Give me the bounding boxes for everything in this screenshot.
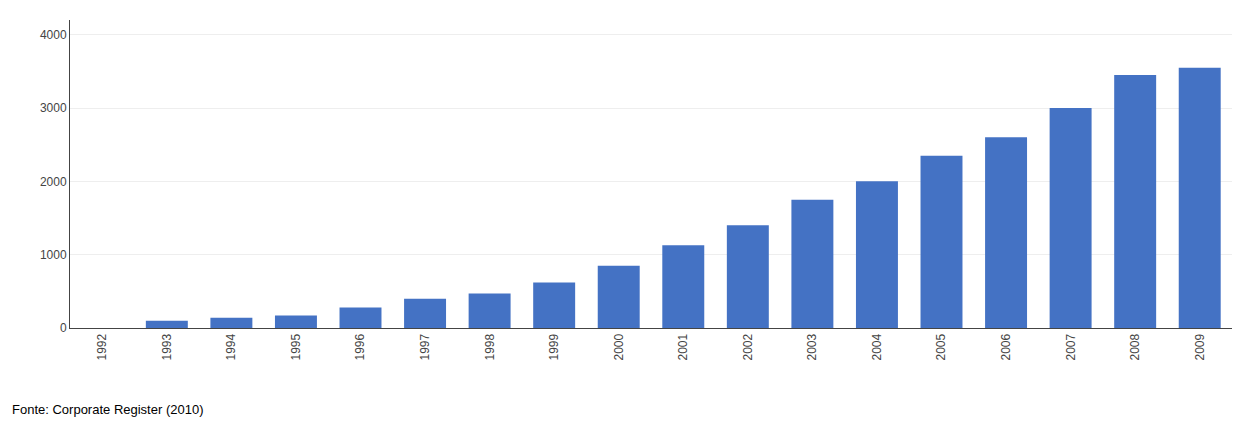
- svg-text:2002: 2002: [741, 333, 755, 360]
- svg-text:1997: 1997: [418, 333, 432, 360]
- svg-text:4000: 4000: [40, 28, 67, 42]
- svg-text:1000: 1000: [40, 248, 67, 262]
- svg-text:2000: 2000: [40, 175, 67, 189]
- svg-text:1993: 1993: [160, 333, 174, 360]
- svg-text:1996: 1996: [353, 333, 367, 360]
- svg-text:3000: 3000: [40, 101, 67, 115]
- svg-text:1999: 1999: [547, 333, 561, 360]
- svg-text:2000: 2000: [612, 333, 626, 360]
- svg-text:2005: 2005: [934, 333, 948, 360]
- svg-text:2001: 2001: [676, 333, 690, 360]
- svg-text:Fonte: Corporate Register (201: Fonte: Corporate Register (2010): [12, 402, 203, 417]
- svg-text:1995: 1995: [289, 333, 303, 360]
- svg-text:2003: 2003: [805, 333, 819, 360]
- svg-text:2006: 2006: [999, 333, 1013, 360]
- svg-text:1994: 1994: [224, 333, 238, 360]
- svg-text:0: 0: [60, 321, 67, 335]
- svg-text:2008: 2008: [1128, 333, 1142, 360]
- svg-text:2009: 2009: [1193, 333, 1207, 360]
- svg-text:1992: 1992: [95, 333, 109, 360]
- svg-text:2004: 2004: [870, 333, 884, 360]
- svg-text:2007: 2007: [1064, 333, 1078, 360]
- svg-text:1998: 1998: [483, 333, 497, 360]
